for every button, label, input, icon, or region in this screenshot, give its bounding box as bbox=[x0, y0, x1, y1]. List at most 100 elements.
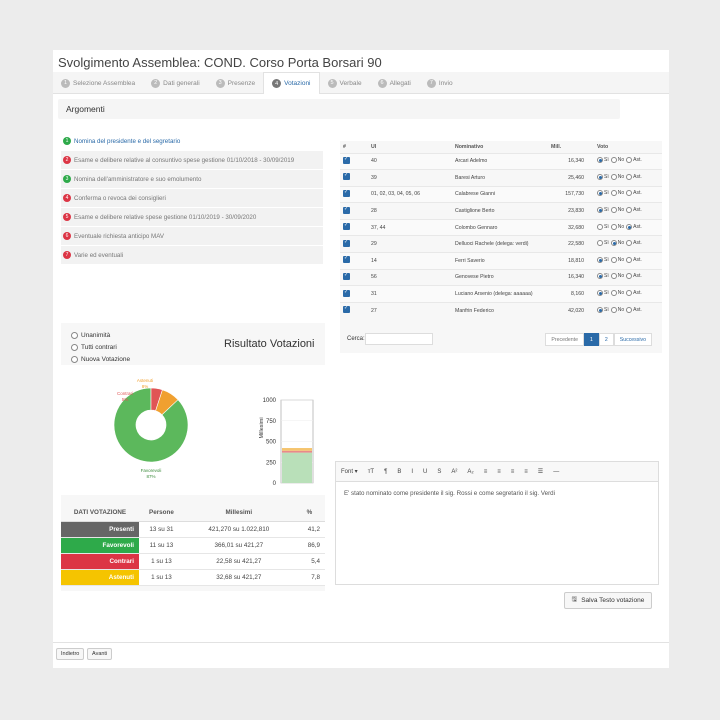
radio-button[interactable] bbox=[597, 173, 603, 180]
radio-button[interactable] bbox=[610, 256, 617, 263]
radio-button[interactable] bbox=[610, 190, 617, 197]
radio-button[interactable] bbox=[597, 207, 603, 214]
agenda-item[interactable]: 1 Nomina del presidente e del segretario bbox=[61, 132, 323, 151]
agenda-item[interactable]: 5 Esame e delibere relative spese gestion… bbox=[61, 208, 323, 227]
vote-radio-0[interactable]: Sì bbox=[597, 256, 609, 263]
vote-radio-2[interactable]: Ast. bbox=[626, 190, 642, 197]
radio-button[interactable] bbox=[597, 190, 603, 197]
next-button[interactable]: Avanti bbox=[87, 648, 113, 660]
radio-button[interactable] bbox=[610, 223, 617, 230]
toolbar-button[interactable]: ☰ bbox=[537, 469, 544, 475]
save-text-button[interactable]: 🖫 Salva Testo votazione bbox=[564, 592, 652, 609]
toolbar-button[interactable]: A² bbox=[451, 468, 458, 475]
radio-button[interactable] bbox=[610, 207, 617, 214]
vote-radio-2[interactable]: Ast. bbox=[626, 240, 642, 247]
radio-button[interactable] bbox=[71, 343, 78, 351]
radio-button[interactable] bbox=[626, 240, 633, 247]
tab-step-1[interactable]: 1 Selezione Assemblea bbox=[53, 72, 143, 94]
tab-step-3[interactable]: 3 Presenze bbox=[208, 72, 263, 94]
radio-button[interactable] bbox=[610, 273, 617, 280]
row-checkbox[interactable] bbox=[343, 239, 350, 247]
vote-radio-2[interactable]: Ast. bbox=[626, 173, 642, 180]
vote-radio-0[interactable]: Sì bbox=[597, 290, 609, 297]
row-checkbox[interactable] bbox=[343, 189, 350, 197]
radio-button[interactable] bbox=[626, 223, 633, 230]
toolbar-button[interactable]: — bbox=[553, 468, 560, 475]
toolbar-button[interactable]: ≡ bbox=[524, 468, 528, 475]
pagination-item[interactable]: Precedente bbox=[545, 333, 584, 346]
pagination-item[interactable]: 2 bbox=[598, 333, 614, 346]
vote-radio-2[interactable]: Ast. bbox=[626, 290, 642, 297]
radio-button[interactable] bbox=[597, 256, 603, 263]
row-checkbox[interactable] bbox=[343, 255, 350, 264]
radio-button[interactable] bbox=[597, 223, 603, 230]
vote-radio-2[interactable]: Ast. bbox=[626, 223, 642, 230]
radio-button[interactable] bbox=[626, 256, 633, 263]
pagination-item[interactable]: Successivo bbox=[613, 333, 652, 346]
search-input[interactable] bbox=[365, 333, 433, 345]
radio-button[interactable] bbox=[610, 306, 617, 313]
radio-button[interactable] bbox=[610, 157, 617, 164]
radio-button[interactable] bbox=[597, 273, 603, 280]
row-checkbox[interactable] bbox=[343, 272, 350, 280]
vote-radio-1[interactable]: No bbox=[610, 290, 624, 297]
tab-step-7[interactable]: 7 Invio bbox=[419, 72, 461, 94]
tab-step-6[interactable]: 6 Allegati bbox=[370, 72, 419, 94]
grid-column-header[interactable]: UI bbox=[371, 143, 377, 150]
vote-radio-0[interactable]: Sì bbox=[597, 273, 609, 280]
row-checkbox[interactable] bbox=[343, 172, 350, 181]
vote-radio-2[interactable]: Ast. bbox=[626, 306, 642, 313]
vote-radio-1[interactable]: No bbox=[610, 157, 624, 164]
row-checkbox[interactable] bbox=[343, 156, 350, 164]
toolbar-button[interactable]: Font ▾ bbox=[341, 469, 358, 475]
radio-button[interactable] bbox=[597, 306, 603, 313]
vote-radio-1[interactable]: No bbox=[610, 240, 624, 247]
agenda-item[interactable]: 2 Esame e delibere relative al consuntivo… bbox=[61, 151, 323, 170]
toolbar-button[interactable]: ¶ bbox=[384, 468, 388, 475]
vote-option[interactable]: Nuova Votazione bbox=[71, 353, 130, 365]
radio-button[interactable] bbox=[610, 240, 617, 247]
toolbar-button[interactable]: B bbox=[397, 468, 402, 475]
radio-button[interactable] bbox=[71, 355, 78, 363]
grid-column-header[interactable]: # bbox=[343, 143, 346, 150]
agenda-item[interactable]: 4 Conferma o revoca dei consiglieri bbox=[61, 189, 323, 208]
toolbar-button[interactable]: ≡ bbox=[483, 468, 488, 475]
vote-option[interactable]: Unanimità bbox=[71, 329, 130, 341]
radio-button[interactable] bbox=[610, 173, 617, 180]
vote-radio-2[interactable]: Ast. bbox=[626, 157, 642, 164]
radio-button[interactable] bbox=[626, 207, 633, 214]
vote-radio-0[interactable]: Sì bbox=[597, 190, 609, 197]
vote-radio-0[interactable]: Sì bbox=[597, 240, 609, 247]
vote-radio-1[interactable]: No bbox=[610, 173, 624, 180]
toolbar-button[interactable]: S bbox=[437, 468, 442, 475]
vote-radio-0[interactable]: Sì bbox=[597, 173, 609, 180]
editor-content[interactable]: E' stato nominato come presidente il sig… bbox=[344, 490, 555, 497]
agenda-item[interactable]: 7 Varie ed eventuali bbox=[61, 246, 323, 265]
vote-radio-1[interactable]: No bbox=[610, 207, 624, 214]
radio-button[interactable] bbox=[610, 290, 617, 297]
radio-button[interactable] bbox=[71, 331, 78, 339]
vote-radio-0[interactable]: Sì bbox=[597, 207, 609, 214]
tab-step-2[interactable]: 2 Dati generali bbox=[143, 72, 208, 94]
agenda-item[interactable]: 3 Nomina dell'amministratore e suo emolum… bbox=[61, 170, 323, 189]
vote-radio-0[interactable]: Sì bbox=[597, 306, 609, 313]
vote-radio-0[interactable]: Sì bbox=[597, 223, 609, 230]
back-button[interactable]: Indietro bbox=[56, 648, 85, 660]
agenda-item[interactable]: 6 Eventuale richiesta anticipo MAV bbox=[61, 227, 323, 246]
grid-column-header[interactable]: Voto bbox=[597, 143, 609, 150]
row-checkbox[interactable] bbox=[343, 206, 350, 214]
toolbar-button[interactable]: U bbox=[423, 468, 428, 475]
vote-radio-1[interactable]: No bbox=[610, 256, 624, 263]
vote-radio-2[interactable]: Ast. bbox=[626, 256, 642, 263]
vote-radio-2[interactable]: Ast. bbox=[626, 273, 642, 280]
radio-button[interactable] bbox=[626, 306, 633, 313]
toolbar-button[interactable]: I bbox=[411, 468, 414, 475]
toolbar-button[interactable]: A₂ bbox=[467, 468, 474, 475]
vote-radio-1[interactable]: No bbox=[610, 306, 624, 313]
radio-button[interactable] bbox=[626, 173, 633, 180]
row-checkbox[interactable] bbox=[343, 222, 350, 231]
radio-button[interactable] bbox=[626, 290, 633, 297]
vote-radio-0[interactable]: Sì bbox=[597, 157, 609, 164]
vote-radio-2[interactable]: Ast. bbox=[626, 207, 642, 214]
vote-radio-1[interactable]: No bbox=[610, 190, 624, 197]
